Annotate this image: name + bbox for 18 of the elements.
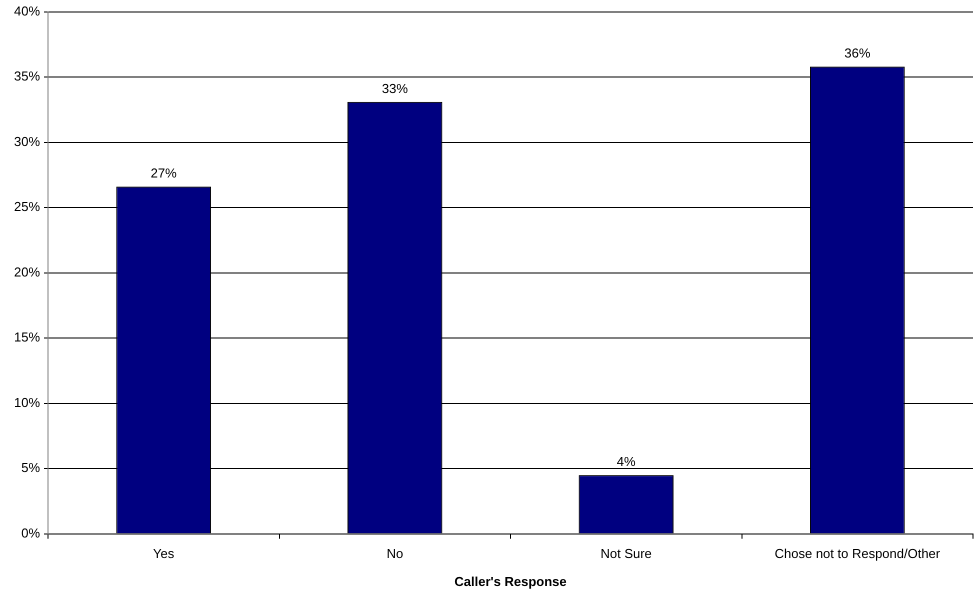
- x-tick-label: Not Sure: [600, 546, 652, 562]
- y-tick-label: 25%: [14, 199, 40, 214]
- x-tick-label: Yes: [153, 546, 175, 562]
- y-tick-label: 0%: [21, 525, 40, 540]
- y-tick-label: 20%: [14, 264, 40, 280]
- y-tick-label: 5%: [21, 460, 40, 476]
- data-label: 4%: [616, 454, 636, 470]
- y-tick-label: 40%: [14, 3, 40, 18]
- y-tick-label: 10%: [14, 394, 40, 410]
- y-tick-label: 30%: [14, 134, 40, 149]
- x-tick-label: No: [386, 546, 404, 562]
- y-tick-label: 35%: [14, 68, 40, 84]
- data-label: 36%: [844, 46, 871, 61]
- data-label: 33%: [382, 80, 408, 96]
- x-axis-title: Caller's Response: [454, 574, 567, 589]
- y-tick-label: 15%: [14, 330, 40, 345]
- x-tick-label: Chose not to Respond/Other: [774, 546, 941, 562]
- data-label: 27%: [150, 166, 178, 181]
